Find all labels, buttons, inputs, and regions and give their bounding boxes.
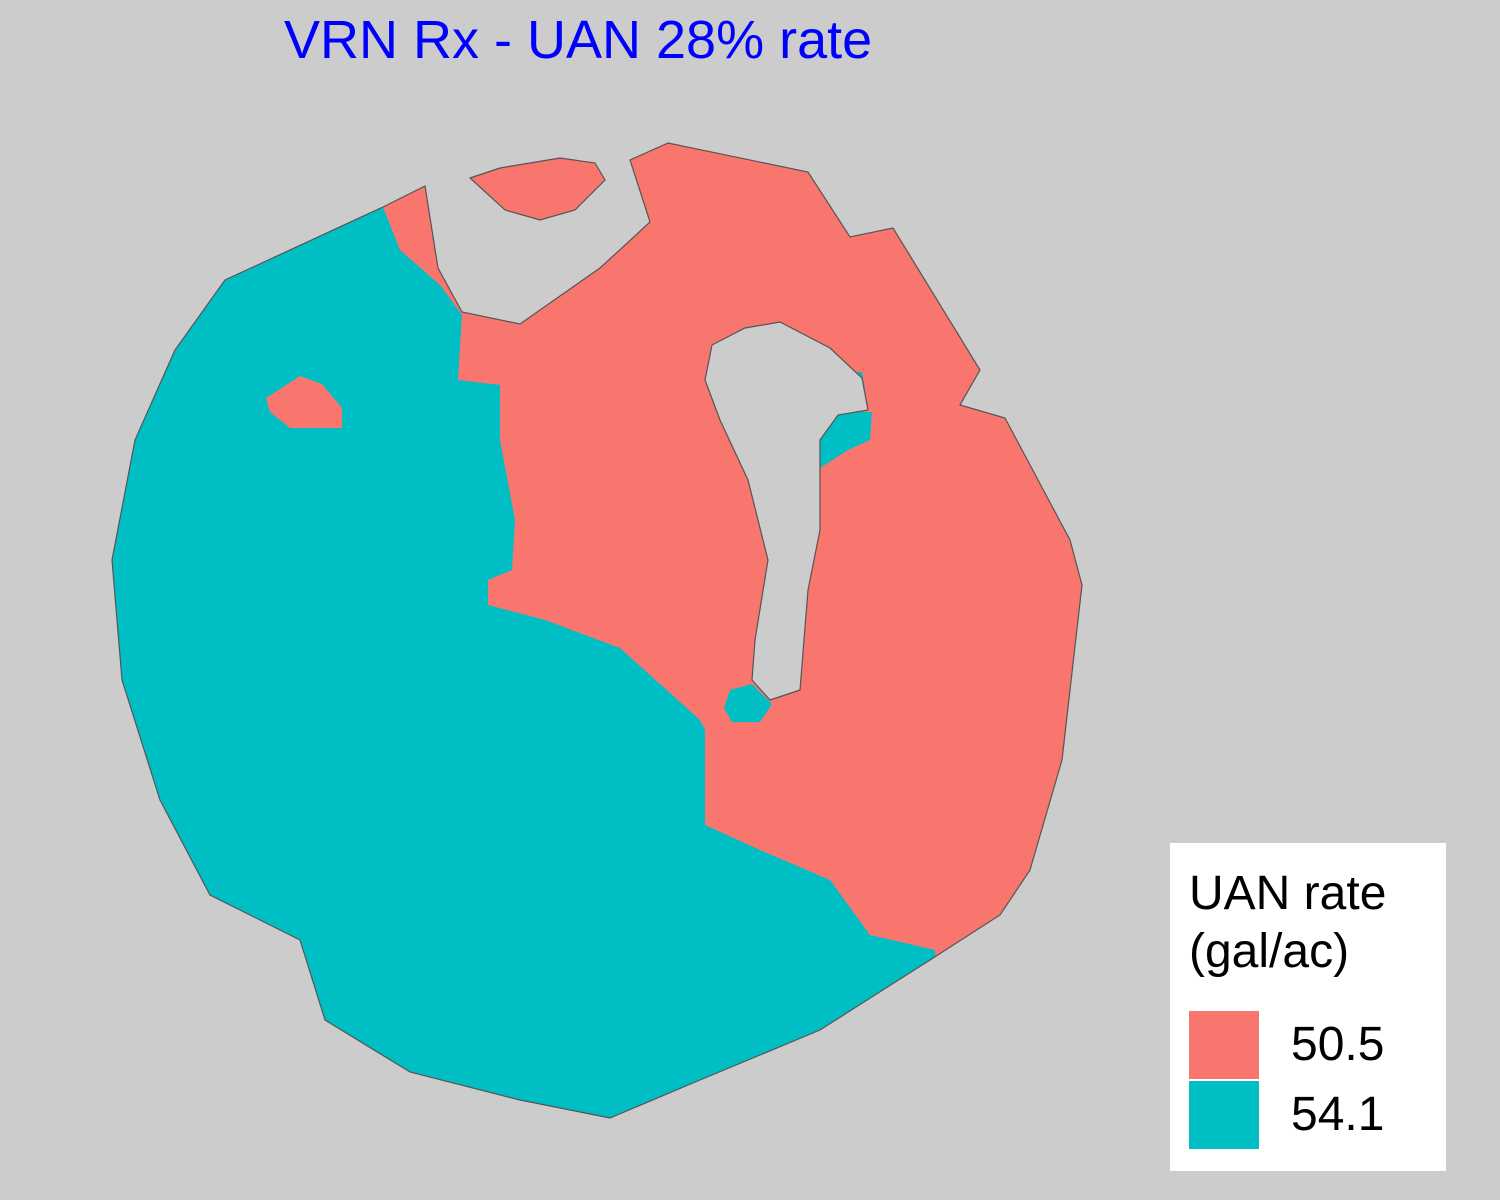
legend-swatch [1189, 1081, 1259, 1149]
legend-title: UAN rate (gal/ac) [1189, 867, 1387, 978]
legend: UAN rate (gal/ac) 50.5 54.1 [1170, 843, 1446, 1171]
legend-label: 50.5 [1291, 1018, 1385, 1071]
zone-54-1-patch [818, 412, 872, 468]
legend-item: 54.1 [1189, 1081, 1439, 1149]
field-boundary [111, 142, 1083, 1119]
zone-50-5-patch [266, 376, 342, 428]
legend-swatch [1189, 1011, 1259, 1079]
map-title: VRN Rx - UAN 28% rate [284, 10, 873, 70]
zone-54-1 [112, 190, 950, 1118]
legend-label: 54.1 [1291, 1088, 1385, 1141]
zone-54-1-patch [724, 684, 772, 722]
legend-item: 50.5 [1189, 1011, 1439, 1079]
